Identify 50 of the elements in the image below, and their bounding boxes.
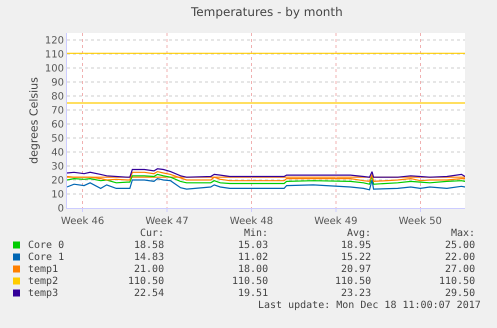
text: Cur:: [140, 228, 164, 239]
y-tick-label: 90: [51, 78, 64, 88]
text: 14.83: [134, 252, 164, 263]
y-tick-label: 100: [44, 64, 64, 74]
text: 21.00: [134, 264, 164, 275]
legend-label: Core 1: [28, 252, 64, 263]
text: 23.23: [341, 288, 372, 299]
text: Last update: Mon Dec 18 11:00:07 2017: [258, 300, 481, 311]
text: Avg:: [347, 228, 372, 239]
x-tick-label: Week 46: [60, 216, 104, 227]
x-tick-label: Week 48: [230, 216, 274, 227]
y-axis-title: degrees Celsius: [28, 76, 41, 164]
x-tick-label: Week 49: [314, 216, 358, 227]
y-tick-label: 0: [58, 204, 64, 214]
text: 27.00: [445, 264, 476, 275]
y-tick-label: 110: [44, 50, 64, 60]
text: 25.00: [445, 240, 476, 251]
legend-label: temp3: [28, 288, 58, 299]
text: 110.50: [128, 276, 164, 287]
legend-label: Core 0: [28, 240, 64, 251]
text: 18.95: [341, 240, 372, 251]
y-tick-label: 70: [51, 106, 64, 116]
text: 15.22: [341, 252, 372, 263]
y-tick-label: 120: [44, 36, 64, 46]
text: 20.97: [341, 264, 372, 275]
y-tick-label: 50: [51, 134, 64, 144]
x-tick-label: Week 47: [145, 216, 189, 227]
text: 110.50: [335, 276, 372, 287]
text: 110.50: [232, 276, 268, 287]
text: 11.02: [238, 252, 268, 263]
text: 15.03: [238, 240, 268, 251]
x-tick-label: Week 50: [398, 216, 442, 227]
y-tick-label: 80: [51, 92, 64, 102]
y-tick-label: 30: [51, 162, 64, 172]
text: 110.50: [439, 276, 476, 287]
chart-title: Temperatures - by month: [190, 5, 343, 19]
text: 22.00: [445, 252, 476, 263]
y-tick-label: 60: [51, 120, 64, 130]
text: Min:: [244, 228, 268, 239]
y-tick-label: 20: [51, 176, 64, 186]
legend-label: temp1: [28, 264, 58, 275]
legend-label: temp2: [28, 276, 58, 287]
y-tick-label: 10: [51, 190, 64, 200]
text: Max:: [451, 228, 476, 239]
text: 22.54: [134, 288, 164, 299]
y-tick-label: 40: [51, 148, 64, 158]
text: 18.58: [134, 240, 164, 251]
text: 29.50: [445, 288, 476, 299]
text: 19.51: [238, 288, 268, 299]
text: 18.00: [238, 264, 268, 275]
